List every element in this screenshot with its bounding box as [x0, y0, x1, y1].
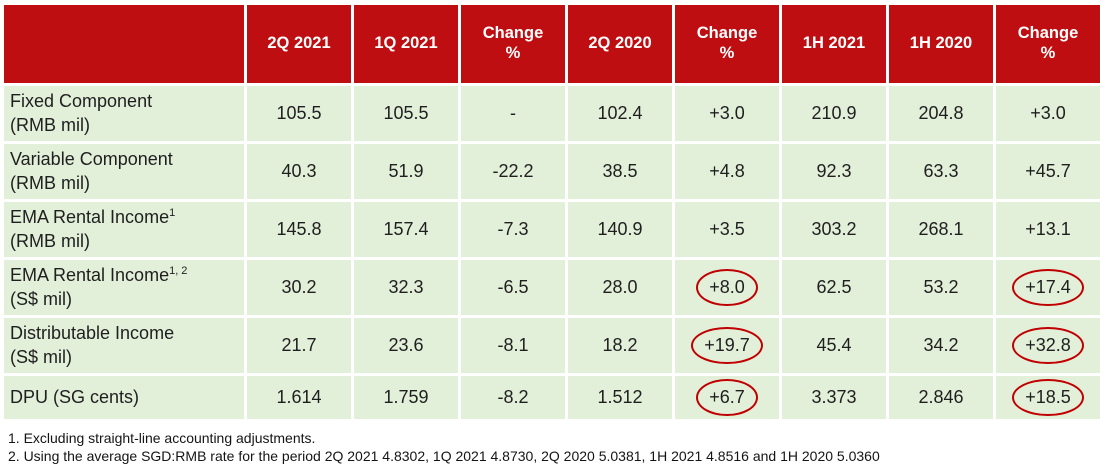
row-label: DPU (SG cents) [4, 376, 244, 419]
cell-value: -8.2 [497, 387, 529, 407]
row-label: EMA Rental Income1 (RMB mil) [4, 202, 244, 257]
cell-value-circled: +18.5 [1012, 379, 1084, 416]
footnote-2: 2. Using the average SGD:RMB rate for th… [8, 448, 880, 465]
cell-value: -22.2 [492, 161, 534, 181]
row-label-unit: (S$ mil) [10, 288, 72, 309]
cell-value: 45.4 [816, 335, 852, 355]
cell-value: 38.5 [602, 161, 638, 181]
row-label-unit: (S$ mil) [10, 346, 72, 367]
cell-value: +3.0 [709, 103, 745, 123]
cell-value: 30.2 [281, 277, 317, 297]
cell-value: 28.0 [602, 277, 638, 297]
cell-value: +4.8 [709, 161, 745, 181]
row-label-unit: (RMB mil) [10, 230, 90, 251]
table-row-dpu: DPU (SG cents) 1.614 1.759 -8.2 1.512 +6… [4, 376, 1100, 419]
row-label-name: DPU (SG cents) [10, 386, 140, 407]
cell-value: 2.846 [918, 387, 964, 407]
cell-value: 32.3 [388, 277, 424, 297]
cell-value: 145.8 [276, 219, 322, 239]
cell-value: 23.6 [388, 335, 424, 355]
table-row-ema-rental-income-rmb: EMA Rental Income1 (RMB mil) 145.8 157.4 … [4, 202, 1100, 257]
cell-value: -7.3 [497, 219, 529, 239]
cell-value: 3.373 [811, 387, 857, 407]
cell-value: 34.2 [923, 335, 959, 355]
row-label: Distributable Income (S$ mil) [4, 318, 244, 373]
header-corner-cell [4, 5, 244, 83]
cell-value: +3.0 [1030, 103, 1066, 123]
row-label-superscript: 1, 2 [169, 265, 188, 278]
row-label: EMA Rental Income1, 2 (S$ mil) [4, 260, 244, 315]
cell-value: - [510, 103, 516, 123]
cell-value: 51.9 [388, 161, 424, 181]
cell-value: 157.4 [383, 219, 429, 239]
header-1q-2021: 1Q 2021 [354, 5, 458, 83]
row-label-name: Distributable Income [10, 323, 175, 344]
cell-value: 18.2 [602, 335, 638, 355]
cell-value: 1.759 [383, 387, 429, 407]
cell-value: 204.8 [918, 103, 964, 123]
row-label-name: EMA Rental Income [10, 207, 170, 228]
header-1h-2021: 1H 2021 [782, 5, 886, 83]
cell-value: 62.5 [816, 277, 852, 297]
table-row-ema-rental-income-sgd: EMA Rental Income1, 2 (S$ mil) 30.2 32.3 … [4, 260, 1100, 315]
cell-value-circled: +17.4 [1012, 269, 1084, 306]
header-2q-2021: 2Q 2021 [247, 5, 351, 83]
row-label: Fixed Component (RMB mil) [4, 86, 244, 141]
cell-value: 92.3 [816, 161, 852, 181]
cell-value: 53.2 [923, 277, 959, 297]
footnote-1: 1. Excluding straight-line accounting ad… [8, 430, 316, 446]
table-row-distributable-income: Distributable Income (S$ mil) 21.7 23.6 -… [4, 318, 1100, 373]
cell-value: -8.1 [497, 335, 529, 355]
cell-value: 268.1 [918, 219, 964, 239]
cell-value: +13.1 [1025, 219, 1071, 239]
cell-value: 102.4 [597, 103, 643, 123]
table-row-variable-component: Variable Component (RMB mil) 40.3 51.9 -2… [4, 144, 1100, 199]
table-row-fixed-component: Fixed Component (RMB mil) 105.5 105.5 - 1… [4, 86, 1100, 141]
cell-value: 210.9 [811, 103, 857, 123]
cell-value: 140.9 [597, 219, 643, 239]
row-label-unit: (RMB mil) [10, 114, 90, 135]
row-label-name: Fixed Component [10, 91, 153, 112]
header-change-yoy: Change % [675, 5, 779, 83]
header-2q-2020: 2Q 2020 [568, 5, 672, 83]
cell-value: 1.614 [276, 387, 322, 407]
cell-value-circled: +6.7 [696, 379, 758, 416]
row-label-name: EMA Rental Income [10, 265, 170, 286]
cell-value: +3.5 [709, 219, 745, 239]
cell-value: 105.5 [276, 103, 322, 123]
header-1h-2020: 1H 2020 [889, 5, 993, 83]
cell-value: 303.2 [811, 219, 857, 239]
cell-value-circled: +32.8 [1012, 327, 1084, 364]
cell-value: 40.3 [281, 161, 317, 181]
row-label-superscript: 1 [169, 207, 176, 220]
footnotes: 1. Excluding straight-line accounting ad… [8, 429, 1099, 465]
cell-value: 105.5 [383, 103, 429, 123]
cell-value-circled: +8.0 [696, 269, 758, 306]
cell-value: 21.7 [281, 335, 317, 355]
financial-results-table: 2Q 2021 1Q 2021 Change % 2Q 2020 Change … [1, 2, 1100, 422]
row-label-name: Variable Component [10, 149, 173, 170]
cell-value: +45.7 [1025, 161, 1071, 181]
cell-value: 63.3 [923, 161, 959, 181]
header-row: 2Q 2021 1Q 2021 Change % 2Q 2020 Change … [4, 5, 1100, 83]
row-label-unit: (RMB mil) [10, 172, 90, 193]
row-label: Variable Component (RMB mil) [4, 144, 244, 199]
cell-value: -6.5 [497, 277, 529, 297]
header-change-1h: Change % [996, 5, 1100, 83]
cell-value: 1.512 [597, 387, 643, 407]
header-change-qoq: Change % [461, 5, 565, 83]
cell-value-circled: +19.7 [691, 327, 763, 364]
